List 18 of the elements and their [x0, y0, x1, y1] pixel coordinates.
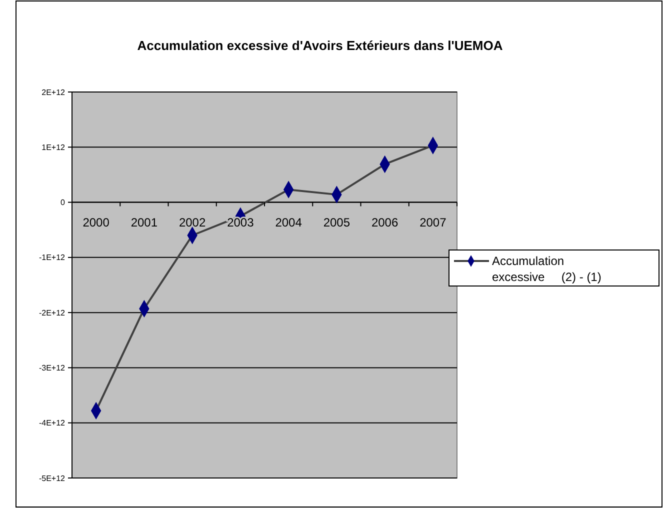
y-tick-label: 2E+12 — [42, 88, 66, 97]
x-tick-label: 2007 — [420, 215, 447, 230]
y-tick-label: -1E+12 — [38, 253, 66, 262]
x-tick-label: 2006 — [371, 215, 398, 230]
y-tick-label: -4E+12 — [38, 418, 66, 428]
y-tick-label: 0 — [60, 198, 66, 208]
x-tick-label: 2002 — [178, 215, 206, 230]
chart-title: Accumulation excessive d'Avoirs Extérieurs dans l'UEMOA — [137, 38, 504, 53]
x-tick-label: 2005 — [323, 215, 350, 230]
y-tick-label: -3E+12 — [38, 364, 66, 373]
legend-label: Accumulation excessive (2) - (1) — [492, 254, 602, 284]
y-tick-label: -5E+12 — [38, 474, 66, 483]
x-tick-label: 2000 — [82, 215, 110, 230]
y-tick-label: -2E+12 — [38, 308, 66, 318]
x-tick-label: 2004 — [275, 215, 302, 230]
y-tick-label: 1E+12 — [42, 142, 66, 152]
x-tick-label: 2003 — [227, 215, 254, 230]
x-tick-label: 2001 — [130, 215, 158, 230]
